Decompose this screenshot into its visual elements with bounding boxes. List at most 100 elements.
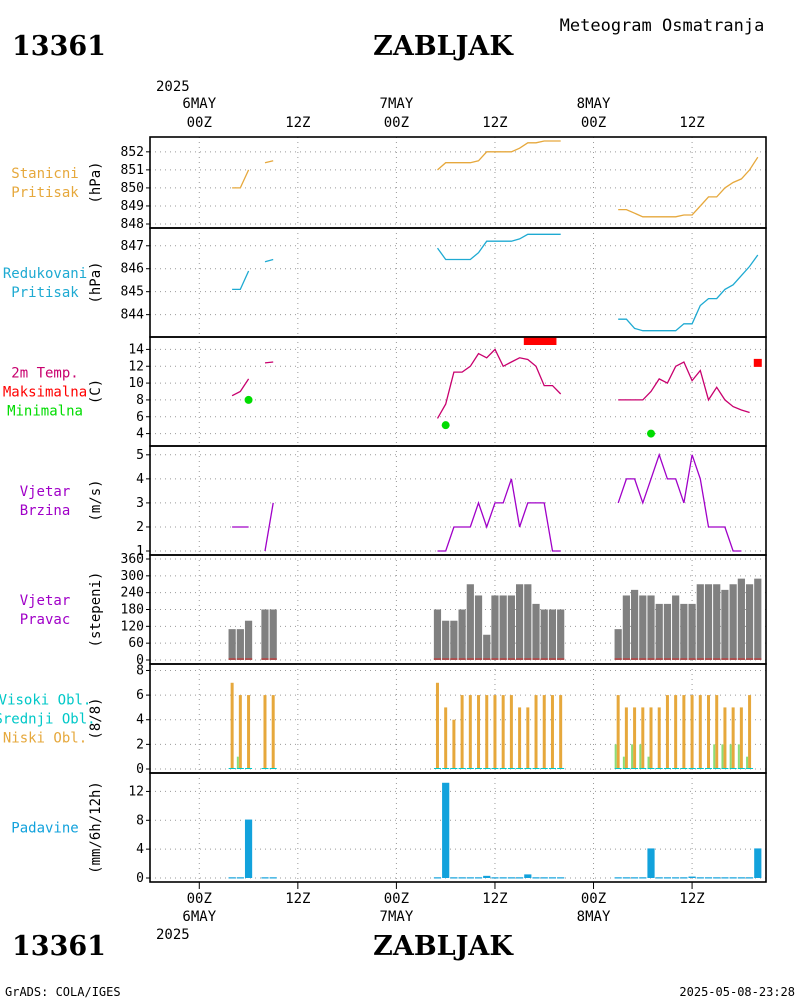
unit-label: (hPa) [88,161,104,203]
marks-temperature [231,337,762,438]
low-cloud-bar [518,707,522,769]
panel-frame [149,663,767,774]
ytick-label: 849 [121,199,144,214]
high-cloud-bar [631,744,634,769]
top-date-label: 6MAY [182,96,216,112]
ytick-label: 844 [121,308,145,323]
high-cloud-bar [746,756,749,769]
low-cloud-bar [633,707,637,769]
direction-bar [442,620,450,660]
direction-bar [236,629,244,660]
ytick-label: 847 [121,239,144,254]
precip-bar [745,877,754,879]
low-cloud-bar [230,682,234,769]
precip-bar [672,877,680,879]
series-line [231,378,250,397]
unit-label: (stepeni) [88,572,104,648]
ytick-label: 846 [121,262,144,277]
direction-bar [680,603,688,660]
ytick-label: 180 [121,603,144,618]
top-hour-label: 12Z [285,115,310,131]
high-cloud-bar [236,756,239,769]
direction-bar [557,609,565,660]
series-line [618,254,759,332]
bottom-hour-label: 00Z [384,891,409,907]
precip-bar [228,877,236,879]
precip-bar [688,876,696,878]
series-line [264,361,274,364]
marks-cloud-cover [228,682,754,769]
precip-bar [532,877,540,879]
high-cloud-bar [647,756,650,769]
ytick-label: 240 [121,586,144,601]
series-line [232,270,250,291]
ytick-label: 360 [121,552,144,567]
chart-title: Meteogram Osmatranja [560,16,765,36]
bottom-date-label: 8MAY [577,909,611,925]
ytick-label: 852 [121,145,144,160]
low-cloud-bar [485,695,489,769]
precip-bar [639,877,647,879]
ytick-label: 4 [136,427,144,442]
high-cloud-bar [737,744,740,769]
panel-frame [149,227,767,338]
ytick-label: 845 [121,285,144,300]
panel-label: Brzina [20,503,71,519]
station-name-top: ZABLJAK [373,31,514,62]
panel-label: Vjetar [20,484,71,500]
panel-label: Visoki Obl. [0,693,91,709]
ytick-label: 4 [136,472,144,487]
panel-precipitation: 0 4 8 12 (mm/6h/12h) Padavine [11,772,767,886]
bottom-date-label: 7MAY [380,909,414,925]
ytick-label: 8 [136,663,144,678]
direction-bar [630,589,639,660]
low-cloud-bar [468,695,472,769]
ytick-label: 3 [136,496,144,511]
low-cloud-bar [657,707,661,769]
top-date-label: 8MAY [577,96,611,112]
footer-credit: GrADS: COLA/IGES [5,985,121,999]
precip-bar [713,877,721,879]
ytick-label: 1 [136,544,144,559]
ytick-label: 6 [136,410,144,425]
direction-bar [655,603,663,660]
direction-bar [672,595,680,660]
precip-bar [483,875,491,878]
low-cloud-bar [731,707,735,769]
panel-station-pressure: 848 849 850 851 852 (hPa) Stanicni Pritisak [11,136,767,232]
top-time-axis: 6MAY 00Z 12Z 7MAY 00Z 12Z 8MAY 00Z 12Z [182,96,704,131]
series-line [264,160,274,164]
year-top: 2025 [156,79,190,95]
precip-bar [516,877,524,879]
marks-precipitation [228,782,762,879]
bottom-hour-label: 12Z [482,891,507,907]
direction-bar [516,584,524,660]
panel-label: Pravac [20,612,71,628]
direction-bar [269,609,277,660]
precip-bar [524,874,532,878]
direction-bar [639,595,647,660]
high-cloud-bar [639,744,642,769]
unit-label: (8/8) [88,697,104,739]
low-cloud-bar [698,695,702,769]
series-line [618,156,759,218]
panel-label: Maksimalna [3,385,87,401]
direction-bar [450,620,458,660]
direction-bar [647,595,655,660]
max-temp-mark [753,358,762,367]
ytick-label: 4 [136,713,144,728]
direction-bar [696,584,704,660]
min-temp-mark [647,429,656,438]
station-id-bottom: 13361 [12,931,106,962]
ytick-label: 12 [128,359,144,374]
high-cloud-bar [721,744,724,769]
precip-bar [458,877,466,879]
ytick-label: 12 [128,784,144,799]
ytick-label: 300 [121,569,144,584]
low-cloud-bar [452,719,456,769]
marks-wind-direction [228,578,762,660]
panel-label: Vjetar [20,593,71,609]
high-cloud-bar [713,744,716,769]
